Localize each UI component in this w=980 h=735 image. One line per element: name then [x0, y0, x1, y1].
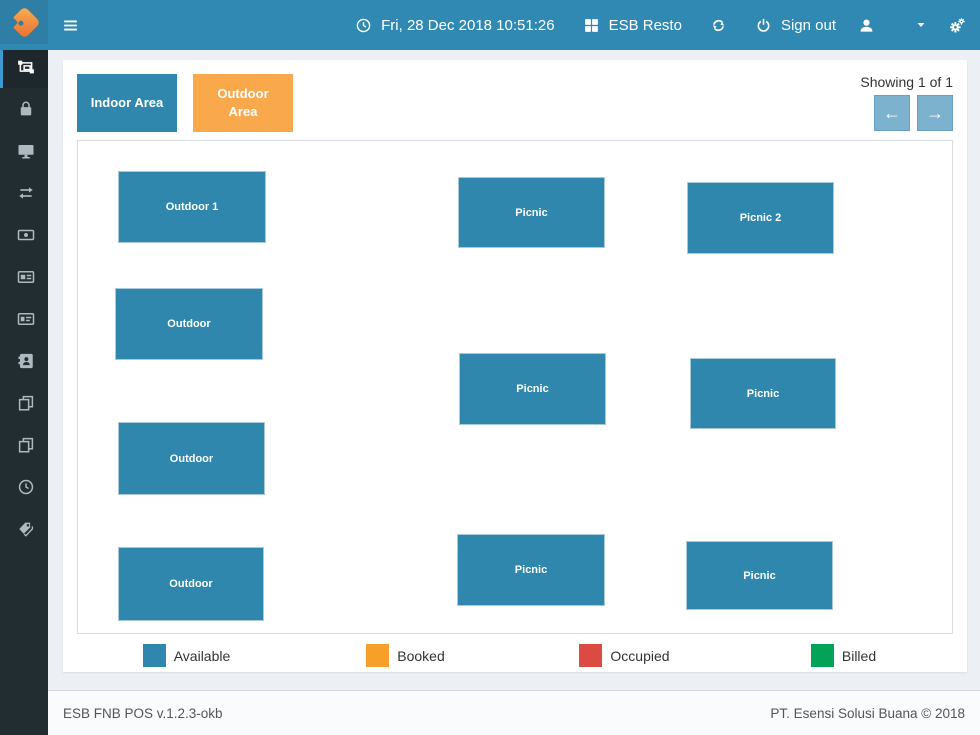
table-label: Outdoor: [169, 578, 213, 590]
sidebar-item-history[interactable]: [0, 466, 48, 508]
sidebar-item-payments[interactable]: [0, 214, 48, 256]
footer-version: ESB FNB POS v.1.2.3-okb: [63, 705, 223, 721]
table-picnic-2[interactable]: Picnic 2: [687, 182, 834, 254]
power-icon: [755, 17, 772, 34]
app-name: ESB Resto: [608, 16, 682, 34]
table-outdoor[interactable]: Outdoor: [118, 547, 264, 621]
footer: ESB FNB POS v.1.2.3-okb PT. Esensi Solus…: [48, 690, 980, 735]
objgroup-icon: [17, 58, 35, 76]
sidebar-item-copies-alt[interactable]: [0, 424, 48, 466]
sidebar-item-orders[interactable]: [0, 88, 48, 130]
vcard-icon: [17, 268, 35, 286]
refresh-button[interactable]: [710, 17, 727, 34]
desktop-icon: [17, 142, 35, 160]
arrow-right-icon: →: [926, 102, 944, 123]
pagination: Showing 1 of 1 ← →: [860, 74, 953, 131]
signout-label: Sign out: [780, 16, 836, 34]
legend-item-billed: Billed: [734, 644, 953, 667]
datetime-display: Fri, 28 Dec 2018 10:51:26: [355, 16, 555, 34]
table-outdoor[interactable]: Outdoor: [115, 288, 263, 360]
clock-icon: [17, 478, 35, 496]
top-navbar: Fri, 28 Dec 2018 10:51:26 ESB Resto Sign…: [0, 0, 980, 50]
signout-button[interactable]: Sign out: [755, 17, 836, 34]
floor-plan-card: Indoor Area Outdoor Area Showing 1 of 1 …: [63, 60, 967, 672]
addressbook-icon: [17, 352, 35, 370]
legend-swatch: [142, 644, 166, 667]
table-label: Outdoor 1: [165, 201, 219, 213]
content-area: Indoor Area Outdoor Area Showing 1 of 1 …: [48, 50, 980, 690]
table-picnic[interactable]: Picnic: [458, 177, 605, 248]
sidebar-item-terminal[interactable]: [0, 130, 48, 172]
legend: Available Booked Occupied Billed: [77, 644, 953, 667]
settings-button[interactable]: [949, 17, 966, 34]
table-label: Outdoor: [169, 452, 214, 465]
prev-page-button[interactable]: ←: [874, 95, 910, 131]
sidebar-item-table-layout[interactable]: [0, 46, 48, 88]
table-picnic[interactable]: Picnic: [686, 541, 833, 610]
exchange-icon: [17, 184, 35, 202]
hamburger-icon: [62, 17, 79, 34]
next-page-button[interactable]: →: [917, 95, 953, 131]
chevron-down-icon: [915, 19, 927, 31]
table-label: Picnic: [514, 564, 548, 576]
arrow-left-icon: ←: [883, 102, 901, 123]
table-label: Picnic 2: [739, 212, 782, 224]
refresh-icon: [710, 17, 727, 34]
legend-item-booked: Booked: [296, 644, 515, 667]
sidebar-item-members[interactable]: [0, 340, 48, 382]
table-label: Outdoor: [167, 318, 211, 330]
sidebar-item-bills-alt[interactable]: [0, 298, 48, 340]
sidebar-item-bills[interactable]: [0, 256, 48, 298]
legend-swatch: [579, 644, 603, 667]
clock-icon: [355, 17, 372, 34]
legend-label: Available: [173, 647, 231, 664]
copy2-icon: [17, 436, 35, 454]
vcard2-icon: [17, 310, 35, 328]
floor-canvas: Outdoor 1 Outdoor Outdoor Outdoor Picnic Picn…: [77, 140, 953, 634]
logo-diamond-icon: [7, 5, 41, 39]
table-outdoor-1[interactable]: Outdoor 1: [118, 171, 266, 243]
legend-item-available: Available: [77, 644, 296, 667]
table-picnic[interactable]: Picnic: [690, 358, 836, 429]
legend-swatch: [810, 644, 834, 667]
outlet-selector[interactable]: ESB Resto: [583, 17, 682, 34]
money-icon: [17, 226, 35, 244]
legend-label: Occupied: [610, 647, 670, 664]
table-outdoor[interactable]: Outdoor: [118, 422, 265, 495]
area-tabs: Indoor Area Outdoor Area: [77, 74, 293, 132]
gears-icon: [949, 17, 966, 34]
sidebar: [0, 44, 48, 735]
sidebar-item-promos[interactable]: [0, 508, 48, 550]
tab-indoor-area[interactable]: Indoor Area: [77, 74, 177, 132]
sidebar-item-transactions[interactable]: [0, 172, 48, 214]
copy-icon: [17, 394, 35, 412]
legend-label: Booked: [397, 647, 445, 664]
legend-item-occupied: Occupied: [515, 644, 734, 667]
datetime-text: Fri, 28 Dec 2018 10:51:26: [381, 16, 555, 34]
tags-icon: [17, 520, 35, 538]
tab-outdoor-area[interactable]: Outdoor Area: [193, 74, 293, 132]
grid-icon: [583, 17, 600, 34]
table-label: Picnic: [743, 569, 776, 582]
footer-copyright: PT. Esensi Solusi Buana © 2018: [770, 705, 965, 721]
table-picnic[interactable]: Picnic: [457, 534, 605, 606]
sidebar-item-copies[interactable]: [0, 382, 48, 424]
table-picnic[interactable]: Picnic: [459, 353, 606, 425]
table-label: Picnic: [515, 206, 548, 219]
showing-label: Showing 1 of 1: [860, 74, 953, 90]
table-label: Picnic: [746, 387, 780, 400]
bag-icon: [17, 100, 35, 118]
sidebar-toggle-button[interactable]: [62, 17, 79, 34]
legend-label: Billed: [841, 647, 877, 664]
user-menu[interactable]: [858, 17, 927, 34]
table-label: Picnic: [516, 383, 549, 395]
legend-swatch: [366, 644, 390, 667]
app-logo[interactable]: [0, 0, 48, 44]
user-icon: [858, 17, 875, 34]
